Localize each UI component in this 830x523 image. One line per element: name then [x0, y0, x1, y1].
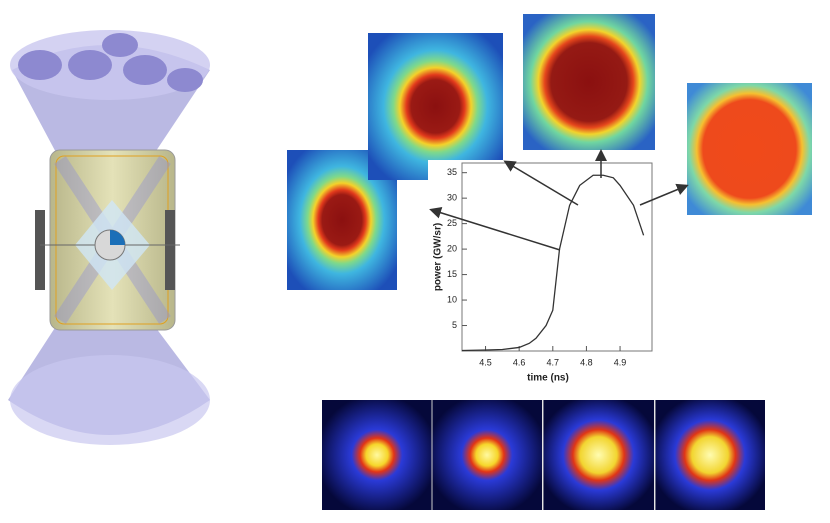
plot-frame — [461, 162, 653, 352]
power-curve — [461, 174, 645, 352]
x-tick-label: 4.7 — [547, 357, 560, 367]
x-axis-title: time (ns) — [527, 373, 569, 384]
x-tick-label: 4.6 — [513, 357, 526, 367]
xray-images — [287, 14, 812, 290]
y-tick-label: 15 — [447, 269, 457, 279]
plot-background — [428, 160, 665, 390]
x-tick-label: 4.9 — [614, 357, 627, 367]
x-tick-label: 4.5 — [479, 357, 492, 367]
x-tick-label: 4.8 — [580, 357, 593, 367]
y-axis-title: power (GW/sr) — [433, 223, 444, 291]
arrows — [429, 149, 689, 251]
y-tick-label: 20 — [447, 243, 457, 253]
self-emission-images — [322, 400, 765, 510]
y-tick-label: 10 — [447, 294, 457, 304]
y-tick-label: 30 — [447, 193, 457, 203]
y-tick-label: 5 — [452, 320, 457, 330]
y-tick-label: 25 — [447, 218, 457, 228]
y-tick-label: 35 — [447, 167, 457, 177]
hohlraum-illustration — [8, 30, 210, 445]
